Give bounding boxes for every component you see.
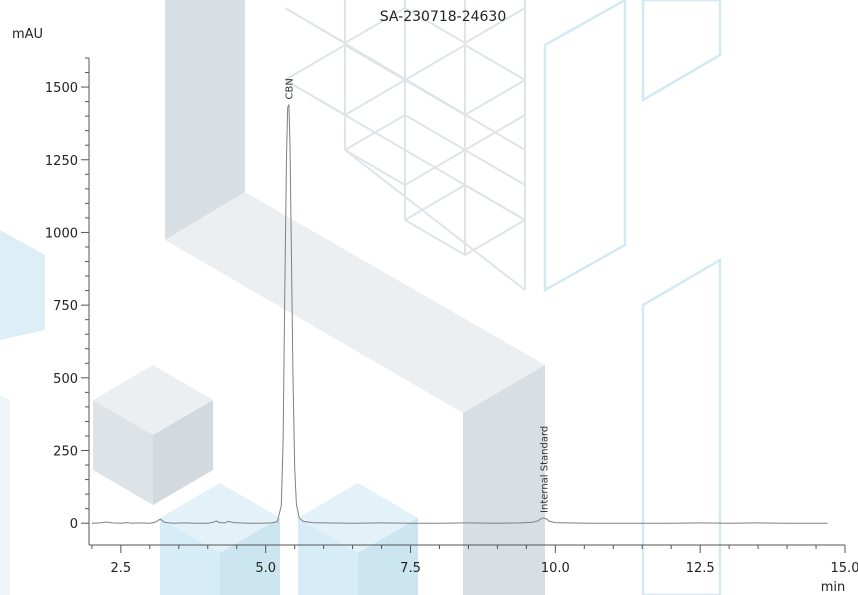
watermark-cube-blue-1	[160, 483, 280, 595]
y-axis-unit: mAU	[12, 27, 43, 42]
x-tick-label: 10.0	[541, 561, 570, 576]
y-tick-label: 500	[53, 372, 78, 387]
y-axis-ticks: 0 250 500 750 1000 1250 1500	[45, 57, 89, 532]
watermark-cube-gray	[93, 365, 213, 505]
chart-title: SA-230718-24630	[380, 9, 507, 25]
watermark-pillar	[165, 0, 245, 240]
x-tick-label: 7.5	[400, 561, 421, 576]
watermark-left-block	[0, 230, 45, 340]
y-tick-label: 1000	[45, 226, 78, 241]
watermark-ribbon	[165, 192, 545, 413]
x-tick-label: 15.0	[831, 561, 858, 576]
x-tick-label: 12.5	[686, 561, 715, 576]
watermark-column	[463, 365, 545, 595]
chromatogram-trace	[91, 104, 828, 524]
y-tick-label: 250	[53, 445, 78, 460]
y-tick-label: 1250	[45, 154, 78, 169]
watermark-lattice	[284, 0, 526, 291]
series-layer	[91, 104, 828, 524]
x-axis-ticks: 2.5 5.0 7.5 10.0 12.5 15.0	[91, 545, 858, 576]
watermark-cube-blue-2	[298, 483, 418, 595]
watermark-outlines	[543, 0, 722, 595]
y-tick-label: 750	[53, 299, 78, 314]
peak-label: Internal Standard	[539, 426, 550, 513]
peak-label: CBN	[284, 78, 295, 99]
x-tick-label: 2.5	[111, 561, 132, 576]
x-axis-unit: min	[821, 580, 846, 595]
y-tick-label: 0	[70, 517, 78, 532]
x-tick-label: 5.0	[255, 561, 276, 576]
y-tick-label: 1500	[45, 81, 78, 96]
peak-annotations: CBN Internal Standard	[284, 78, 550, 513]
